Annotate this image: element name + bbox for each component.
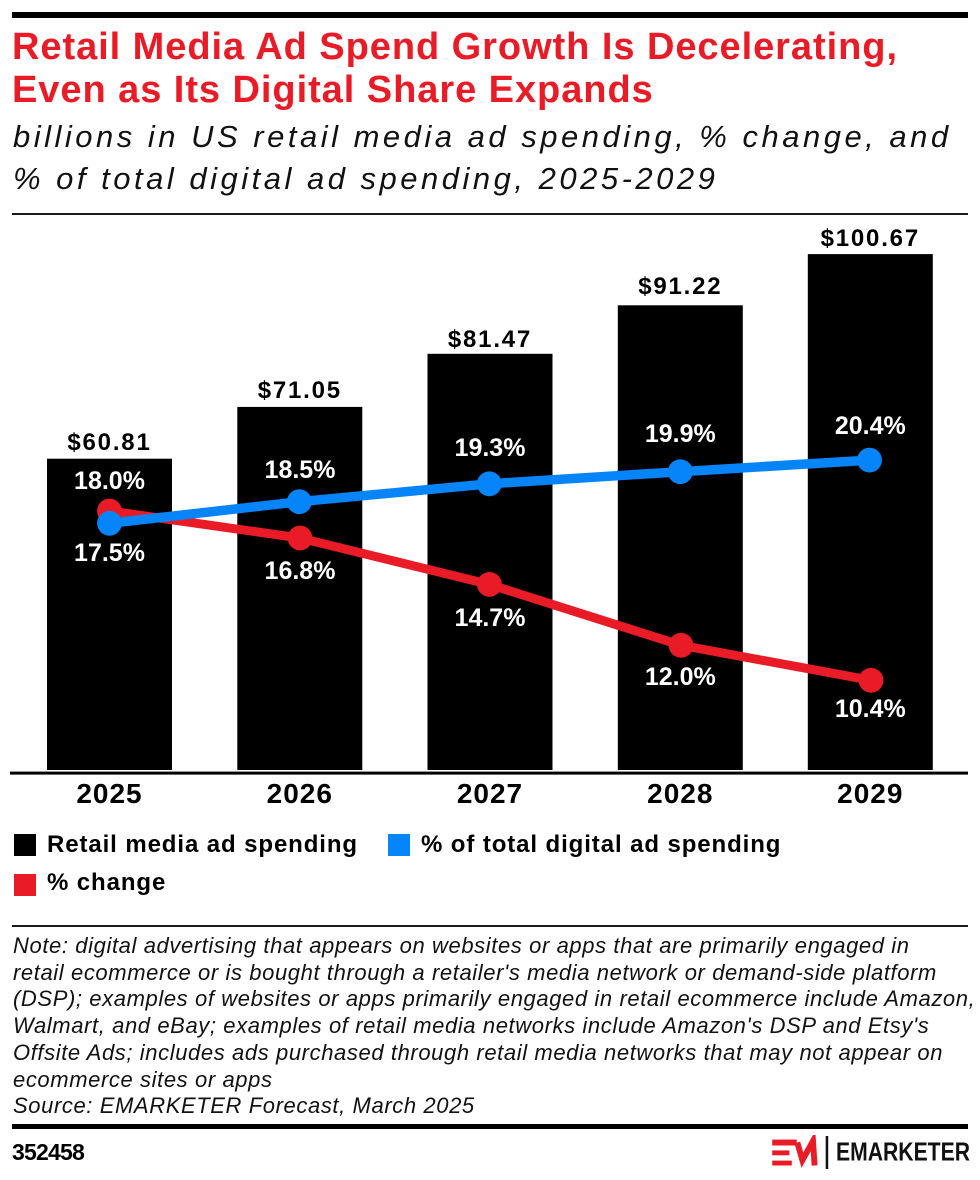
svg-text:EMARKETER: EMARKETER xyxy=(836,1137,970,1167)
